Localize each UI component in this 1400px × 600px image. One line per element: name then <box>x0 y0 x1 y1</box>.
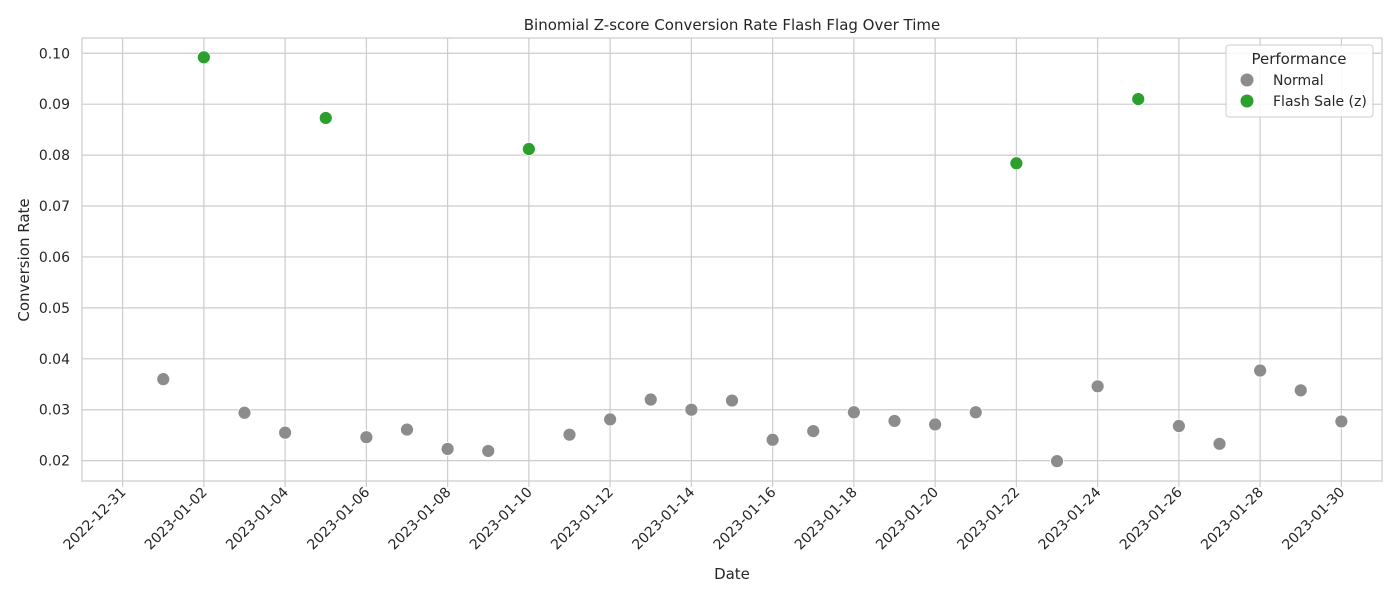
y-tick-label: 0.06 <box>39 250 70 266</box>
x-tick-label: 2023-01-24 <box>1036 484 1105 553</box>
y-tick-label: 0.03 <box>39 403 70 419</box>
normal-point <box>887 414 902 428</box>
normal-point <box>237 405 252 420</box>
normal-point <box>562 427 577 442</box>
normal-point <box>1212 436 1227 451</box>
x-tick-label: 2023-01-16 <box>711 484 780 553</box>
legend-frame <box>1225 44 1374 118</box>
y-tick-label: 0.10 <box>39 46 70 62</box>
flash-sale-point <box>318 111 333 125</box>
x-tick-label: 2023-01-28 <box>1198 485 1267 554</box>
data-points <box>156 50 1349 469</box>
x-tick-label: 2022-12-31 <box>61 485 130 554</box>
y-tick-label: 0.04 <box>39 352 70 368</box>
grid <box>82 38 1382 481</box>
flash-sale-point <box>1009 156 1024 171</box>
x-tick-label: 2023-01-30 <box>1279 485 1348 554</box>
plot-frame <box>81 37 1383 482</box>
y-tick-label: 0.09 <box>39 97 70 113</box>
legend-label-normal: Normal <box>1273 73 1324 89</box>
normal-point <box>684 402 699 417</box>
chart-title: Binomial Z-score Conversion Rate Flash F… <box>524 16 940 34</box>
normal-point <box>440 442 455 456</box>
y-tick-label: 0.08 <box>39 148 70 164</box>
normal-point <box>1334 414 1349 429</box>
legend-title: Performance <box>1251 50 1346 68</box>
x-tick-label: 2023-01-26 <box>1117 484 1186 553</box>
normal-point <box>928 417 943 432</box>
normal-point <box>765 432 780 447</box>
flash-sale-point <box>196 50 211 65</box>
normal-point <box>1050 454 1064 469</box>
x-axis-label: Date <box>714 565 750 583</box>
normal-point <box>725 393 739 408</box>
normal-point <box>806 424 821 438</box>
legend-marker-normal <box>1240 73 1254 87</box>
x-tick-label: 2023-01-12 <box>548 485 617 554</box>
normal-point <box>1293 383 1308 398</box>
normal-point <box>1090 379 1105 394</box>
flash-sale-point <box>521 142 536 156</box>
normal-point <box>846 405 861 420</box>
y-axis-label: Conversion Rate <box>15 198 33 321</box>
x-tick-label: 2023-01-20 <box>873 485 942 554</box>
x-tick-label: 2023-01-14 <box>629 484 698 553</box>
y-tick-label: 0.07 <box>39 199 70 215</box>
normal-point <box>643 392 658 407</box>
y-tick-label: 0.05 <box>39 301 70 317</box>
legend-marker-flash-sale <box>1240 94 1254 108</box>
normal-point <box>156 372 171 387</box>
x-axis-ticks: 2022-12-31 2023-01-02 2023-01-04 2023-01-06… <box>61 481 1348 554</box>
normal-point <box>968 405 983 420</box>
x-tick-label: 2023-01-22 <box>954 485 1023 554</box>
flash-sale-point <box>1131 92 1146 107</box>
legend-label-flash-sale: Flash Sale (z) <box>1273 94 1367 110</box>
normal-point <box>400 422 414 437</box>
normal-point <box>278 425 293 440</box>
x-tick-label: 2023-01-10 <box>467 485 536 554</box>
normal-point <box>1253 363 1268 378</box>
normal-point <box>359 430 374 445</box>
normal-point <box>481 444 496 458</box>
legend: Performance Normal Flash Sale (z) <box>1225 44 1374 118</box>
x-tick-label: 2023-01-02 <box>142 485 211 554</box>
normal-point <box>603 412 618 427</box>
y-tick-label: 0.02 <box>39 454 70 470</box>
x-tick-label: 2023-01-04 <box>223 484 292 553</box>
x-tick-label: 2023-01-06 <box>304 484 373 553</box>
x-tick-label: 2023-01-08 <box>386 485 455 554</box>
normal-point <box>1171 419 1186 433</box>
x-tick-label: 2023-01-18 <box>792 485 861 554</box>
y-axis-ticks: 0.02 0.03 0.04 0.05 0.06 0.07 0.08 0.09 0.10 <box>39 46 70 469</box>
